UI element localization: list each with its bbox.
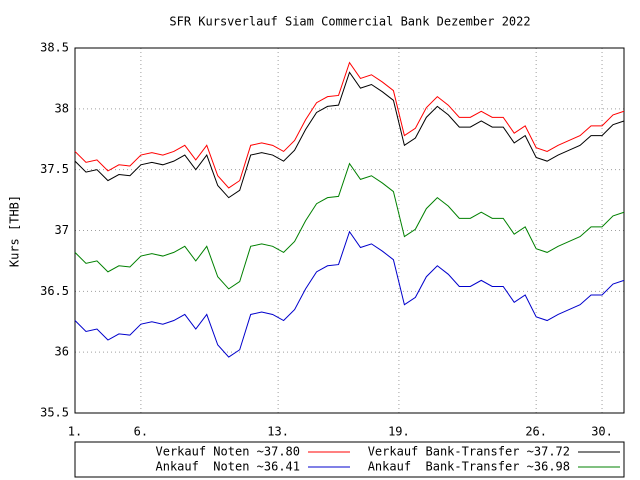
- series-line: [74, 162, 625, 290]
- series-line: [74, 71, 625, 199]
- y-tick-label: 35.5: [40, 406, 69, 420]
- legend-label: Verkauf Bank-Transfer ~37.72: [368, 445, 570, 459]
- y-tick-label: 38.5: [40, 41, 69, 55]
- y-axis-label: Kurs [THB]: [8, 195, 22, 267]
- y-tick-label: 37: [55, 223, 69, 237]
- x-tick-label: 19.: [388, 425, 410, 439]
- legend-label: Ankauf Bank-Transfer ~36.98: [368, 460, 570, 474]
- series-line: [74, 230, 625, 358]
- series-line: [74, 61, 625, 189]
- y-tick-label: 36: [55, 345, 69, 359]
- x-tick-label: 30.: [591, 425, 613, 439]
- x-tick-label: 1.: [68, 425, 82, 439]
- legend-label: Ankauf Noten ~36.41: [156, 460, 301, 474]
- plot-border: [74, 47, 625, 414]
- y-tick-label: 37.5: [40, 162, 69, 176]
- x-tick-label: 26.: [525, 425, 547, 439]
- y-tick-label: 36.5: [40, 284, 69, 298]
- y-tick-label: 38: [55, 101, 69, 115]
- legend-box: [74, 441, 625, 478]
- x-tick-label: 6.: [134, 425, 148, 439]
- x-tick-label: 13.: [267, 425, 289, 439]
- legend-label: Verkauf Noten ~37.80: [156, 445, 301, 459]
- chart-title: SFR Kursverlauf Siam Commercial Bank Dez…: [169, 15, 530, 29]
